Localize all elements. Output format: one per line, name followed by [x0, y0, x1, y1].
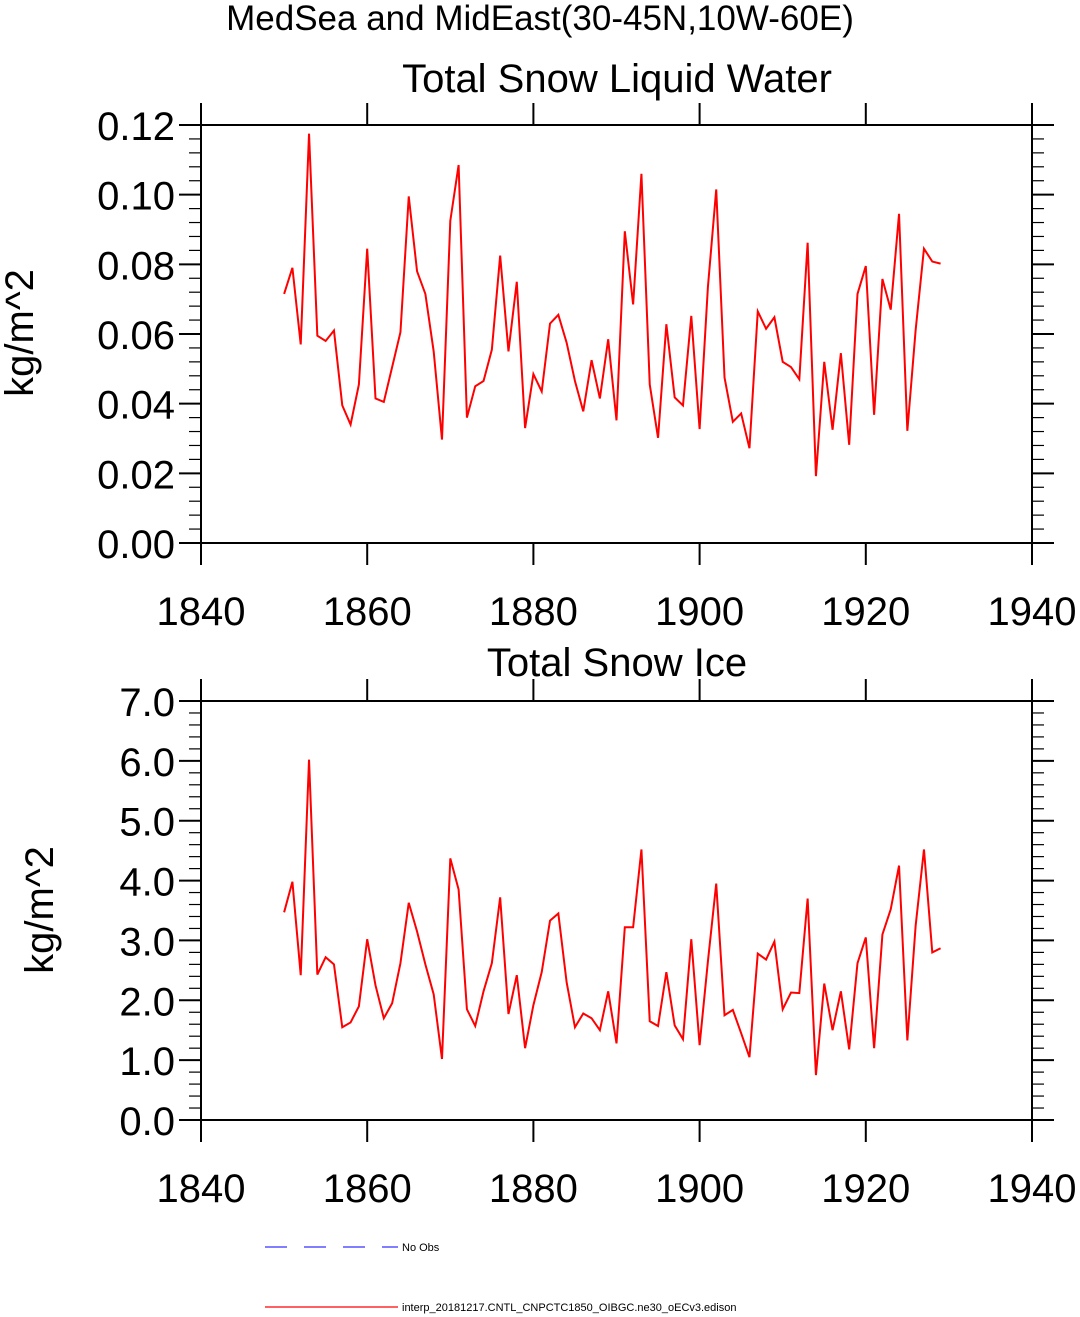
- y-axis-label-liquid: kg/m^2: [0, 269, 42, 397]
- x-tick-label: 1900: [655, 590, 744, 634]
- x-tick-label: 1860: [323, 590, 412, 634]
- snow-ice-panel: Total Snow Ice kg/m^2 0.0 1.0 2.0 3.0 4.0 5.0…: [18, 641, 1076, 1211]
- series-line-liquid: [283, 133, 941, 477]
- y-axis-label-ice: kg/m^2: [18, 846, 62, 974]
- panel-title-liquid: Total Snow Liquid Water: [402, 57, 832, 101]
- x-tick-label: 1880: [489, 590, 578, 634]
- y-tick-label: 7.0: [119, 681, 175, 725]
- y-tick-label: 4.0: [119, 861, 175, 905]
- y-tick-labels-ice: 0.0 1.0 2.0 3.0 4.0 5.0 6.0 7.0: [119, 681, 175, 1144]
- y-tick-label: 2.0: [119, 980, 175, 1024]
- x-tick-label: 1860: [323, 1167, 412, 1211]
- y-tick-label: 6.0: [119, 741, 175, 785]
- panel-title-ice: Total Snow Ice: [487, 641, 747, 685]
- x-tick-label: 1900: [655, 1167, 744, 1211]
- y-tick-label: 3.0: [119, 920, 175, 964]
- y-tick-label: 0.08: [97, 244, 175, 288]
- legend: No Obs interp_20181217.CNTL_CNPCTC1850_O…: [265, 1242, 736, 1314]
- minor-ticks-ice: [189, 700, 1044, 1121]
- y-tick-labels-liquid: 0.00 0.02 0.04 0.06 0.08 0.10 0.12: [97, 105, 175, 567]
- x-tick-label: 1940: [988, 590, 1077, 634]
- major-ticks-liquid: [179, 103, 1054, 565]
- y-tick-label: 0.10: [97, 175, 175, 219]
- y-tick-label: 0.02: [97, 453, 175, 497]
- major-ticks-ice: [179, 679, 1054, 1142]
- x-tick-label: 1920: [821, 590, 910, 634]
- x-tick-labels-ice: 1840 1860 1880 1900 1920 1940: [157, 1167, 1077, 1211]
- legend-model-label: interp_20181217.CNTL_CNPCTC1850_OIBGC.ne…: [402, 1302, 736, 1314]
- y-tick-label: 0.04: [97, 384, 175, 428]
- figure-title: MedSea and MidEast(30-45N,10W-60E): [226, 0, 854, 38]
- snow-liquid-water-panel: Total Snow Liquid Water kg/m^2 0.000.020…: [0, 57, 1076, 634]
- y-tick-label: 0.12: [97, 105, 175, 149]
- legend-obs-label: No Obs: [402, 1242, 440, 1254]
- x-tick-label: 1880: [489, 1167, 578, 1211]
- y-tick-label: 1.0: [119, 1040, 175, 1084]
- plot-frame-ice: [200, 700, 1033, 1121]
- y-tick-label: 0.00: [97, 523, 175, 567]
- series-line-ice: [283, 759, 942, 1076]
- y-tick-label: 0.06: [97, 314, 175, 358]
- x-tick-label: 1840: [157, 590, 246, 634]
- plot-frame-liquid: [200, 124, 1033, 544]
- y-tick-label: 5.0: [119, 801, 175, 845]
- x-tick-label: 1840: [157, 1167, 246, 1211]
- y-tick-label: 0.0: [119, 1100, 175, 1144]
- x-tick-label: 1920: [821, 1167, 910, 1211]
- x-tick-labels-liquid: 1840 1860 1880 1900 1920 1940: [157, 590, 1077, 634]
- x-tick-label: 1940: [988, 1167, 1077, 1211]
